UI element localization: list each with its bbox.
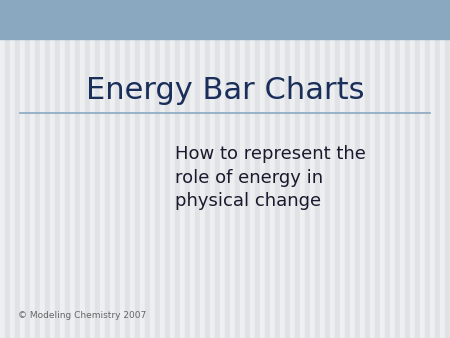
Bar <box>370 0 375 338</box>
Bar <box>315 0 320 338</box>
Bar <box>300 0 305 338</box>
Bar <box>110 0 115 338</box>
Bar <box>420 0 425 338</box>
Bar <box>410 0 415 338</box>
Bar <box>425 0 430 338</box>
Bar <box>0 0 450 39</box>
Bar <box>365 0 370 338</box>
Bar <box>75 0 80 338</box>
Bar <box>105 0 110 338</box>
Bar <box>140 0 145 338</box>
Bar <box>260 0 265 338</box>
Bar <box>330 0 335 338</box>
Bar <box>70 0 75 338</box>
Bar <box>40 0 45 338</box>
Bar <box>185 0 190 338</box>
Bar <box>440 0 445 338</box>
Bar <box>210 0 215 338</box>
Bar <box>60 0 65 338</box>
Bar <box>225 0 230 338</box>
Bar <box>80 0 85 338</box>
Bar <box>165 0 170 338</box>
Bar <box>435 0 440 338</box>
Bar <box>375 0 380 338</box>
Bar <box>290 0 295 338</box>
Text: How to represent the
role of energy in
physical change: How to represent the role of energy in p… <box>175 145 366 211</box>
Bar <box>230 0 235 338</box>
Bar <box>145 0 150 338</box>
Bar <box>405 0 410 338</box>
Text: © Modeling Chemistry 2007: © Modeling Chemistry 2007 <box>18 312 146 320</box>
Bar <box>20 0 25 338</box>
Bar <box>160 0 165 338</box>
Bar <box>255 0 260 338</box>
Bar <box>380 0 385 338</box>
Bar <box>350 0 355 338</box>
Bar <box>240 0 245 338</box>
Bar <box>45 0 50 338</box>
Bar <box>130 0 135 338</box>
Bar <box>150 0 155 338</box>
Bar <box>175 0 180 338</box>
Bar <box>345 0 350 338</box>
Bar <box>395 0 400 338</box>
Bar <box>5 0 10 338</box>
Bar <box>270 0 275 338</box>
Bar <box>445 0 450 338</box>
Bar <box>180 0 185 338</box>
Text: Energy Bar Charts: Energy Bar Charts <box>86 76 364 105</box>
Bar <box>280 0 285 338</box>
Bar <box>25 0 30 338</box>
Bar <box>30 0 35 338</box>
Bar <box>0 0 5 338</box>
Bar <box>90 0 95 338</box>
Bar <box>340 0 345 338</box>
Bar <box>295 0 300 338</box>
Bar <box>285 0 290 338</box>
Bar <box>320 0 325 338</box>
Bar <box>125 0 130 338</box>
Bar <box>215 0 220 338</box>
Bar <box>35 0 40 338</box>
Bar <box>360 0 365 338</box>
Bar <box>400 0 405 338</box>
Bar <box>390 0 395 338</box>
Bar <box>100 0 105 338</box>
Bar <box>275 0 280 338</box>
Bar <box>250 0 255 338</box>
Bar <box>15 0 20 338</box>
Bar <box>310 0 315 338</box>
Bar <box>190 0 195 338</box>
Bar <box>385 0 390 338</box>
Bar <box>115 0 120 338</box>
Bar <box>200 0 205 338</box>
Bar <box>235 0 240 338</box>
Bar <box>305 0 310 338</box>
Bar <box>325 0 330 338</box>
Bar <box>95 0 100 338</box>
Bar <box>50 0 55 338</box>
Bar <box>155 0 160 338</box>
Bar <box>415 0 420 338</box>
Bar <box>245 0 250 338</box>
Bar <box>265 0 270 338</box>
Bar <box>120 0 125 338</box>
Bar <box>195 0 200 338</box>
Bar <box>355 0 360 338</box>
Bar <box>85 0 90 338</box>
Bar <box>170 0 175 338</box>
Bar <box>220 0 225 338</box>
Bar <box>205 0 210 338</box>
Bar <box>55 0 60 338</box>
Bar <box>335 0 340 338</box>
Bar <box>65 0 70 338</box>
Bar <box>430 0 435 338</box>
Bar <box>135 0 140 338</box>
Bar <box>10 0 15 338</box>
